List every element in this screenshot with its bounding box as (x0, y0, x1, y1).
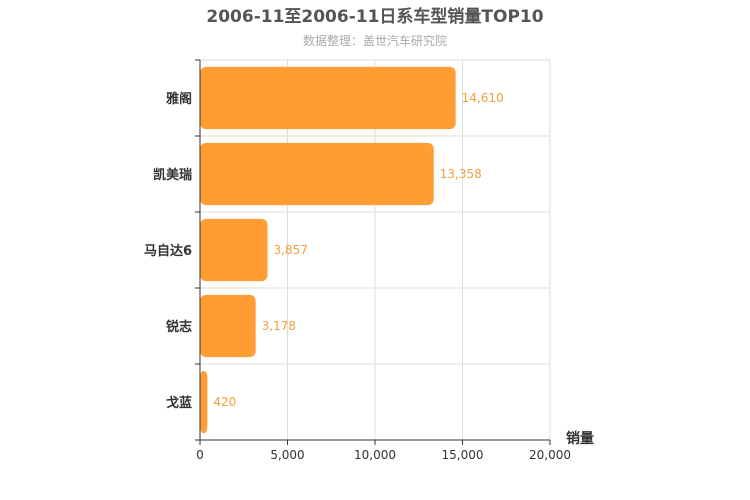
x-tick-label: 0 (196, 448, 204, 462)
chart-title: 2006-11至2006-11日系车型销量TOP10 (206, 6, 543, 27)
category-label: 雅阁 (166, 91, 192, 107)
x-tick-label: 10,000 (354, 448, 396, 462)
category-label: 凯美瑞 (153, 167, 192, 183)
category-label: 戈蓝 (166, 395, 192, 411)
x-axis-title: 销量 (566, 430, 594, 447)
category-label: 马自达6 (144, 243, 192, 259)
bar (200, 143, 434, 205)
bars: 14,610 13,358 3,857 3,178 420 (200, 67, 504, 433)
data-label: 14,610 (462, 91, 504, 105)
data-label: 13,358 (440, 167, 482, 181)
bar (200, 67, 456, 129)
data-label: 3,178 (262, 319, 296, 333)
x-tick-label: 5,000 (270, 448, 304, 462)
bar (200, 219, 267, 281)
data-label: 3,857 (273, 243, 307, 257)
x-tick-label: 20,000 (529, 448, 571, 462)
bar (200, 295, 256, 357)
chart-subtitle: 数据整理：盖世汽车研究院 (303, 33, 447, 48)
data-label: 420 (213, 395, 236, 409)
bar (200, 371, 207, 433)
category-label: 锐志 (166, 319, 192, 335)
x-tick-label: 15,000 (442, 448, 484, 462)
